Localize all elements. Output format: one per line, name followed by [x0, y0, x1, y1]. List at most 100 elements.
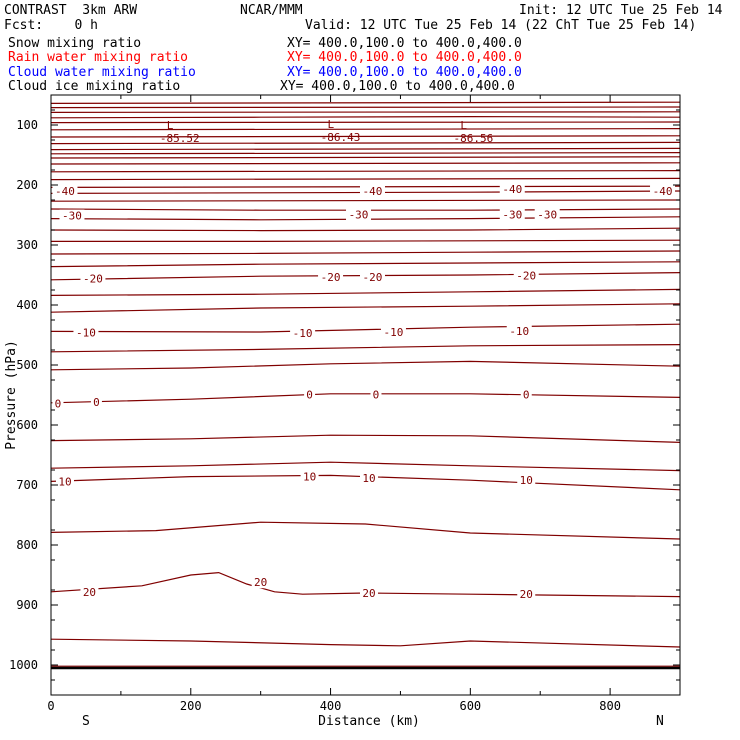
contour-label-9: -20 [321, 271, 341, 284]
contour-label-20: 0 [523, 388, 530, 401]
contour-label-bg-21 [55, 475, 74, 488]
contour-label-16: 0 [55, 397, 62, 410]
contour-label-bg-7 [534, 208, 560, 221]
contour-line-6 [50, 135, 681, 138]
contour-label-bg-4 [59, 209, 85, 222]
x-axis-ticks: 0 200 400 600 800 [47, 95, 621, 713]
low-value-1: -86.43 [321, 131, 361, 144]
contour-label-bg-14 [380, 326, 406, 338]
contour-label-4: -30 [62, 210, 82, 223]
contour-line-21 [50, 250, 681, 255]
low-symbol-1: L [328, 118, 335, 131]
contour-line-24 [50, 288, 681, 296]
contour-label-12: -10 [76, 327, 96, 340]
contour-line-19 [50, 227, 681, 232]
contour-label-28: 20 [520, 588, 533, 601]
y-tick-label-8: 900 [16, 598, 38, 612]
contour-line-2 [50, 111, 681, 113]
contour-line-27 [50, 344, 681, 353]
contour-line-8 [50, 147, 681, 151]
contour-line-20 [51, 239, 681, 242]
x-tick-label-4: 800 [599, 699, 621, 713]
contour-line-3 [50, 115, 681, 119]
contour-line-35 [50, 638, 681, 648]
legend-cloud-water-label: Cloud water mixing ratio [8, 65, 196, 80]
plot-frame [50, 94, 681, 696]
contour-label-bg-18 [304, 388, 316, 401]
contour-line-32 [50, 474, 681, 491]
low-symbol-0: L [167, 119, 174, 132]
x-axis-left-end-label: S [82, 714, 90, 729]
contour-label-6: -30 [502, 208, 522, 221]
contour-label-24: 10 [520, 474, 533, 487]
contour-line-12 [50, 170, 681, 173]
legend-cloud-water-xy: XY= 400.0,100.0 to 400.0,400.0 [287, 65, 522, 80]
legend-cloud-ice-label: Cloud ice mixing ratio [8, 79, 181, 94]
contour-label-bg-16 [52, 397, 64, 410]
x-tick-label-0: 0 [47, 699, 54, 713]
contour-label-8: -20 [83, 273, 103, 286]
contour-line-10 [50, 156, 681, 159]
contour-label-3: -40 [653, 185, 673, 198]
legend-cloud-ice-xy: XY= 400.0,100.0 to 400.0,400.0 [280, 79, 515, 94]
valid-time: Valid: 12 UTC Tue 25 Feb 14 (22 ChT Tue … [305, 18, 697, 33]
init-time: Init: 12 UTC Tue 25 Feb 14 [519, 3, 723, 18]
contour-label-22: 10 [303, 471, 316, 484]
x-tick-label-3: 600 [459, 699, 481, 713]
legend-snow-xy: XY= 400.0,100.0 to 400.0,400.0 [287, 36, 522, 51]
contour-label-19: 0 [373, 388, 380, 401]
x-tick-label-2: 400 [320, 699, 342, 713]
contour-label-bg-10 [359, 270, 385, 283]
contour-label-2: -40 [502, 183, 522, 196]
x-axis-title: Distance (km) [318, 714, 420, 729]
contour-line-11 [50, 162, 681, 165]
contour-line-31 [50, 461, 681, 472]
contour-label-bg-17 [90, 396, 102, 409]
contour-line-13 [50, 177, 681, 181]
contour-labels: -40 -40 -40 -40 -30 -30 -30 -30 -20 -20 -20 -20 -10 -… [52, 183, 676, 601]
contour-label-21: 10 [58, 475, 71, 488]
contour-label-1: -40 [363, 185, 383, 198]
y-tick-label-1: 200 [16, 178, 38, 192]
legend-snow-label: Snow mixing ratio [8, 36, 142, 51]
contour-label-0: -40 [55, 185, 75, 198]
low-value-2: -86.56 [453, 132, 493, 145]
contour-label-27: 20 [362, 587, 375, 600]
contour-line-33 [50, 521, 681, 540]
contour-label-bg-9 [318, 270, 344, 283]
contour-label-bg-6 [499, 208, 525, 221]
model-name: CONTRAST 3km ARW [4, 3, 138, 18]
contour-label-bg-24 [517, 474, 536, 487]
contour-label-bg-27 [359, 587, 378, 599]
y-axis-title: Pressure (hPa) [4, 340, 19, 450]
contour-line-25 [50, 303, 681, 313]
contour-label-bg-20 [520, 388, 532, 401]
contour-line-0 [50, 101, 681, 104]
contour-label-11: -20 [516, 270, 536, 283]
contour-label-15: -10 [509, 325, 529, 338]
contour-label-bg-0 [52, 185, 78, 197]
contour-label-bg-8 [80, 272, 106, 285]
contour-label-17: 0 [93, 396, 100, 409]
contour-line-28 [50, 360, 681, 371]
contour-label-bg-23 [359, 471, 378, 484]
contour-label-bg-25 [80, 585, 99, 598]
contour-label-bg-19 [370, 388, 382, 401]
contour-label-bg-22 [300, 470, 319, 483]
contour-label-bg-2 [499, 183, 525, 196]
contour-label-7: -30 [537, 208, 557, 221]
contour-label-25: 20 [83, 586, 96, 599]
y-tick-label-9: 1000 [9, 658, 38, 672]
contour-label-bg-1 [359, 185, 385, 197]
contour-label-14: -10 [384, 326, 404, 339]
contour-line-7 [50, 141, 681, 145]
contour-label-bg-5 [346, 208, 372, 221]
low-symbol-2: L [460, 119, 467, 132]
contour-line-9 [50, 152, 681, 155]
y-tick-label-4: 500 [16, 358, 38, 372]
contour-line-4 [50, 121, 681, 124]
contour-label-bg-15 [506, 324, 532, 337]
contour-label-23: 10 [362, 472, 375, 485]
contour-label-26: 20 [254, 576, 267, 589]
